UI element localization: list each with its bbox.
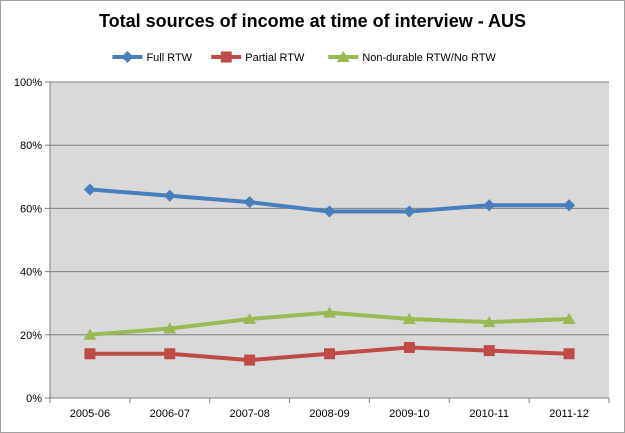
data-point-non-durable-rtw-no-rtw [562,313,576,324]
y-tick-label: 20% [20,330,42,342]
data-point-partial-rtw [244,354,256,366]
x-tick-label: 2005-06 [70,408,110,420]
data-point-non-durable-rtw-no-rtw [243,313,257,324]
data-point-partial-rtw [84,348,96,360]
legend-label: Non-durable RTW/No RTW [362,52,496,64]
legend-item: Non-durable RTW/No RTW [328,51,496,64]
data-point-non-durable-rtw-no-rtw [323,306,336,318]
data-point-partial-rtw [324,348,335,360]
y-tick-label: 80% [20,140,42,152]
legend-label: Partial RTW [245,52,305,64]
legend-swatch-marker [121,51,134,63]
data-point-full-rtw [483,199,496,212]
data-point-non-durable-rtw-no-rtw [163,322,177,334]
legend-label: Full RTW [146,52,192,64]
data-point-full-rtw [403,205,416,218]
data-point-partial-rtw [403,341,415,353]
legend-item: Full RTW [112,51,193,64]
y-tick-label: 100% [14,77,42,89]
chart-title: Total sources of income at time of inter… [98,11,527,31]
data-point-non-durable-rtw-no-rtw [402,313,416,324]
data-point-full-rtw [243,196,256,209]
y-tick-label: 0% [26,393,42,405]
data-point-full-rtw [563,199,576,212]
data-point-non-durable-rtw-no-rtw [83,328,97,340]
data-point-partial-rtw [164,348,176,360]
data-point-full-rtw [163,189,176,202]
plot-area [50,82,609,398]
x-tick-label: 2006-07 [150,408,190,420]
data-point-non-durable-rtw-no-rtw [482,316,496,328]
legend-item: Partial RTW [211,51,305,64]
x-tick-label: 2010-11 [469,408,509,420]
y-tick-label: 60% [20,203,42,215]
y-tick-label: 40% [20,267,42,279]
legend-swatch-marker [336,51,350,62]
x-tick-label: 2011-12 [549,408,589,420]
x-tick-label: 2009-10 [389,408,429,420]
data-point-full-rtw [323,205,336,218]
x-tick-label: 2007-08 [229,408,269,420]
data-point-partial-rtw [483,345,495,357]
x-tick-label: 2008-09 [309,408,349,420]
data-point-full-rtw [83,183,96,196]
legend-swatch-marker [220,51,232,63]
data-point-partial-rtw [563,348,575,360]
